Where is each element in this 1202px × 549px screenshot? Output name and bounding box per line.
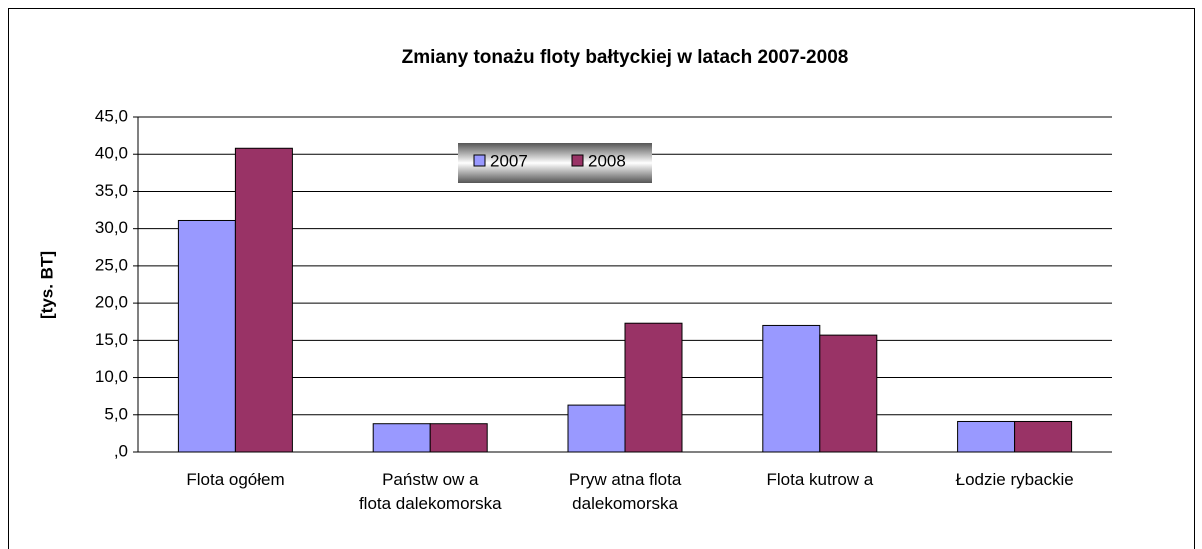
legend-label: 2007 bbox=[490, 151, 528, 170]
x-tick-label: Łodzie rybackie bbox=[955, 470, 1074, 489]
bar bbox=[567, 404, 626, 453]
y-tick-label: 30,0 bbox=[95, 218, 128, 237]
y-tick-label: 20,0 bbox=[95, 293, 128, 312]
y-tick-label: 25,0 bbox=[95, 255, 128, 274]
bar bbox=[372, 423, 431, 453]
bar bbox=[429, 423, 488, 453]
legend-box bbox=[458, 143, 652, 183]
x-tick-label: Państw ow a flota dalekomorska bbox=[358, 470, 502, 513]
y-tick-label: 15,0 bbox=[95, 330, 128, 349]
y-tick-label: 45,0 bbox=[95, 106, 128, 125]
bar bbox=[624, 322, 683, 453]
y-axis-label: [tys. BT] bbox=[37, 251, 56, 319]
bar bbox=[762, 324, 821, 453]
y-tick-label: 10,0 bbox=[95, 367, 128, 386]
y-tick-label: 40,0 bbox=[95, 144, 128, 163]
bar bbox=[1014, 420, 1073, 453]
y-tick-label: ,0 bbox=[114, 441, 128, 460]
x-tick-label: Flota kutrow a bbox=[766, 470, 874, 489]
bar bbox=[957, 420, 1016, 453]
legend-swatch bbox=[473, 154, 486, 167]
chart-title: Zmiany tonażu floty bałtyckiej w latach … bbox=[402, 47, 849, 68]
legend-swatch bbox=[571, 154, 584, 167]
legend-label: 2008 bbox=[588, 151, 626, 170]
bar bbox=[234, 147, 293, 453]
x-tick-label: Flota ogółem bbox=[186, 470, 285, 489]
y-tick-label: 35,0 bbox=[95, 181, 128, 200]
x-tick-label: Pryw atna flota dalekomorska bbox=[568, 470, 682, 513]
bar bbox=[819, 334, 878, 453]
bar bbox=[177, 219, 236, 453]
y-tick-label: 5,0 bbox=[104, 404, 128, 423]
